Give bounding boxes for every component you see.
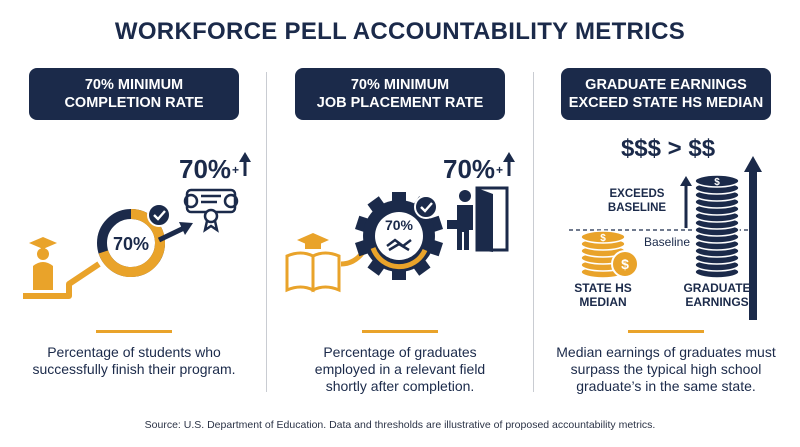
coin-stack-icon: $ [694, 174, 740, 279]
description-line: Percentage of graduates [323, 344, 477, 360]
up-arrow-icon: + [232, 152, 251, 177]
accent-rule [96, 330, 172, 333]
header-line: JOB PLACEMENT RATE [316, 95, 484, 111]
person-door-icon [447, 186, 509, 252]
header-line: EXCEED STATE HS MEDIAN [568, 95, 764, 111]
completion-panel: 70% MINIMUM COMPLETION RATE 70% [9, 68, 259, 398]
right-stack-label: EARNINGS [685, 295, 748, 309]
placement-description: Percentage of graduates employed in a re… [275, 344, 525, 395]
svg-text:+: + [496, 163, 503, 177]
coin-stack-icon: $$ [580, 230, 639, 279]
check-icon [147, 203, 171, 227]
earnings-illustration: $$$ > $$ EXCEEDS BASELINE Baseline $$ $ … [569, 135, 762, 320]
placement-illustration: 70% 70% + [285, 152, 515, 293]
svg-text:$: $ [621, 256, 629, 272]
right-stack-label: GRADUATE [683, 281, 750, 295]
earnings-header: GRADUATE EARNINGS EXCEED STATE HS MEDIAN [561, 68, 771, 120]
exceeds-label-line: EXCEEDS [610, 188, 665, 200]
svg-text:+: + [232, 163, 239, 177]
progress-path [23, 261, 101, 299]
arrow-icon [157, 222, 193, 243]
completion-big-value: 70% [179, 154, 231, 184]
description-line: graduate’s in the same state. [576, 378, 756, 394]
accent-rule [362, 330, 438, 333]
book-icon [285, 251, 341, 293]
panel-divider [533, 72, 534, 392]
check-icon [414, 195, 438, 219]
gear-icon: 70% [354, 192, 444, 280]
completion-illustration: 70% 70% + [23, 152, 251, 299]
graduation-cap-icon [297, 233, 329, 249]
gear-value: 70% [385, 217, 414, 233]
ring-value: 70% [113, 234, 149, 254]
description-line: surpass the typical high school [570, 361, 762, 377]
earnings-description: Median earnings of graduates must surpas… [541, 344, 791, 395]
placement-header: 70% MINIMUM JOB PLACEMENT RATE [295, 68, 505, 120]
header-line: 70% MINIMUM [350, 77, 450, 93]
diploma-icon [183, 188, 239, 233]
panel-divider [266, 72, 267, 392]
earnings-comparison: $$$ > $$ [621, 135, 716, 162]
completion-description: Percentage of students who successfully … [9, 344, 259, 378]
header-line: 70% MINIMUM [84, 77, 184, 93]
completion-ring: 70% [97, 209, 165, 277]
placement-panel: 70% MINIMUM JOB PLACEMENT RATE 70% [275, 68, 525, 398]
baseline-label: Baseline [644, 235, 690, 249]
description-line: shortly after completion. [325, 378, 475, 394]
placement-big-value: 70% [443, 154, 495, 184]
earnings-panel: GRADUATE EARNINGS EXCEED STATE HS MEDIAN… [541, 68, 791, 398]
description-line: employed in a relevant field [314, 361, 486, 377]
left-stack-label: MEDIAN [579, 295, 626, 309]
up-arrow-icon: + [496, 152, 515, 177]
exceeds-label-line: BASELINE [608, 202, 666, 214]
svg-text:$: $ [714, 177, 720, 188]
source-note: Source: U.S. Department of Education. Da… [144, 419, 656, 431]
header-line: GRADUATE EARNINGS [585, 77, 747, 93]
description-line: successfully finish their program. [32, 361, 236, 377]
completion-header: 70% MINIMUM COMPLETION RATE [29, 68, 239, 120]
accent-rule [628, 330, 704, 333]
left-stack-label: STATE HS [574, 281, 632, 295]
svg-text:$: $ [600, 233, 606, 244]
page-title: WORKFORCE PELL ACCOUNTABILITY METRICS [114, 18, 686, 45]
description-line: Percentage of students who [47, 344, 221, 360]
up-arrow-icon [744, 156, 762, 320]
header-line: COMPLETION RATE [64, 95, 204, 111]
handshake-icon [386, 238, 412, 252]
graduate-icon [29, 237, 57, 290]
up-arrow-icon [680, 176, 692, 228]
description-line: Median earnings of graduates must [556, 344, 776, 360]
